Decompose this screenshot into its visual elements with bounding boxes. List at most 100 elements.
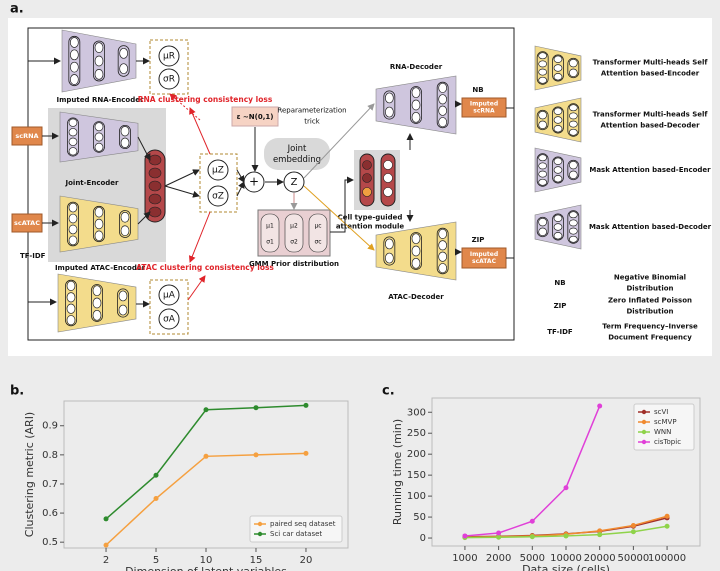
arrow (236, 169, 245, 183)
arrow (169, 93, 201, 121)
y-tick-label: 300 (407, 407, 426, 418)
x-tick-label: 10 (200, 555, 213, 566)
layer (536, 216, 549, 238)
neuron (92, 285, 102, 297)
data-point (253, 405, 259, 411)
z-node (283, 171, 305, 193)
label: ZIP (472, 236, 485, 244)
gmm-component (308, 213, 328, 253)
data-point (496, 534, 502, 540)
neuron (411, 111, 421, 123)
legend-label: scMVP (654, 418, 677, 426)
y-tick-label: 0.7 (42, 479, 58, 490)
label: σ1 (266, 239, 274, 246)
label: μA (163, 291, 176, 301)
neuron (438, 240, 448, 251)
data-point (630, 522, 636, 528)
data-point (630, 529, 636, 535)
data-point (563, 533, 569, 539)
label: μ2 (290, 223, 298, 230)
y-tick-label: 50 (413, 512, 426, 523)
label: RNA clustering consistency loss (138, 95, 273, 104)
label: ZIP (554, 302, 567, 310)
label: scATAC (472, 258, 497, 265)
neuron (538, 52, 548, 60)
data-point (153, 496, 159, 502)
neuron (362, 187, 372, 197)
neuron (568, 104, 578, 112)
neuron (411, 257, 421, 269)
neuron (94, 230, 104, 242)
legend-swatch-dot (641, 409, 647, 415)
label: embedding (273, 155, 321, 165)
panel-label: b. (10, 384, 24, 399)
neuron (384, 238, 394, 250)
layer (65, 279, 77, 327)
data-point (103, 516, 109, 522)
label: RNA-Decoder (390, 63, 443, 71)
legend-swatch-dot (641, 419, 647, 425)
layer (93, 205, 105, 243)
label: Distribution (626, 285, 673, 293)
neuron (69, 74, 79, 85)
neuron (94, 122, 104, 132)
legend-box (249, 515, 343, 543)
latent-node (158, 45, 180, 67)
data-point (529, 518, 535, 524)
data-point (103, 542, 109, 548)
neuron (92, 309, 102, 321)
neuron (66, 315, 76, 326)
arrow (506, 257, 515, 340)
neuron (568, 120, 578, 128)
latent-box (199, 153, 238, 213)
flow-frame (27, 27, 515, 341)
layer (436, 81, 449, 129)
x-tick-label: 20000 (584, 553, 616, 564)
neuron (538, 60, 548, 68)
neuron (553, 116, 563, 124)
label: scRNA (473, 108, 495, 115)
x-tick-label: 10000 (550, 553, 582, 564)
neuron (438, 117, 448, 128)
y-tick-label: 200 (407, 449, 426, 460)
neuron (553, 214, 563, 222)
latent-box (149, 39, 189, 95)
neuron (383, 160, 393, 170)
latent-node (158, 284, 180, 306)
neuron (538, 170, 548, 178)
layer (383, 90, 396, 120)
neuron (68, 224, 78, 235)
x-axis-label: Data size (cells) (522, 563, 610, 571)
label: trick (304, 118, 320, 126)
neuron (120, 137, 130, 148)
label: σZ (212, 192, 224, 202)
layer (536, 109, 549, 131)
layer (552, 213, 564, 241)
neuron (438, 94, 448, 105)
neuron (553, 223, 563, 231)
layer (68, 35, 81, 87)
neuron (411, 99, 421, 111)
neuron (438, 263, 448, 274)
label: ε ~N(0,1) (237, 113, 274, 121)
neuron (69, 61, 79, 73)
label: μc (314, 223, 321, 230)
arrow (187, 275, 206, 301)
label: Imputed RNA-Encoder (57, 96, 144, 104)
neuron (120, 211, 130, 223)
neuron (411, 87, 421, 99)
label: Reparameterization (277, 107, 346, 115)
label: Distribution (626, 308, 673, 316)
x-tick-label: 15 (250, 555, 263, 566)
x-tick-label: 2 (103, 555, 109, 566)
neuron (66, 292, 76, 303)
gmm-component (260, 213, 280, 253)
label: σR (163, 75, 175, 85)
neuron (66, 303, 76, 314)
label: attention module (336, 223, 405, 231)
neuron (94, 42, 104, 54)
neuron (119, 47, 129, 59)
latent-node (207, 159, 229, 181)
neuron (538, 217, 548, 227)
